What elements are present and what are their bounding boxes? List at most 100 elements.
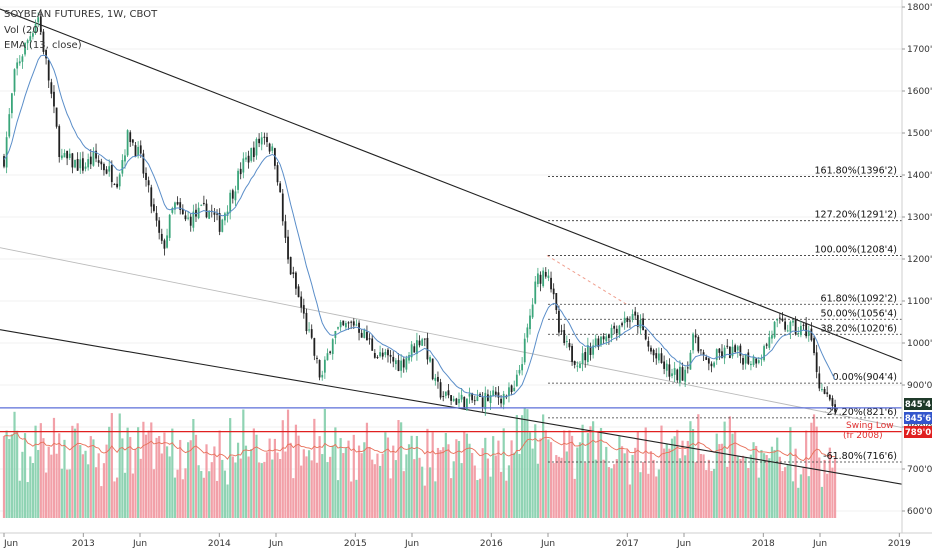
volume-bar: [494, 455, 497, 518]
volume-bar: [342, 453, 345, 518]
volume-bar: [576, 447, 579, 518]
volume-bar: [668, 448, 671, 518]
candle-body: [750, 363, 752, 366]
candle-body: [618, 325, 621, 335]
volume-bar: [368, 446, 371, 518]
candle-body: [765, 344, 768, 346]
candle-body: [602, 336, 605, 340]
volume-bar: [741, 455, 745, 518]
candle-body: [500, 398, 502, 404]
volume-bar: [765, 454, 768, 518]
candle-body: [789, 321, 792, 332]
candle-body: [431, 358, 434, 380]
candle-body: [218, 213, 221, 232]
volume-bar: [799, 474, 802, 518]
candle-body: [597, 338, 600, 348]
volume-bar: [2, 436, 6, 518]
volume-bar: [13, 411, 16, 518]
candle-body: [387, 349, 389, 356]
volume-bar: [158, 436, 161, 518]
candle-body: [813, 338, 815, 354]
volume-bar: [486, 458, 490, 518]
volume-bar: [431, 432, 434, 518]
volume-bar: [234, 462, 237, 518]
candle-body: [237, 170, 239, 190]
candle-body: [455, 398, 458, 405]
candle-body: [79, 159, 82, 169]
candle-body: [66, 150, 69, 159]
candle-body: [331, 339, 334, 355]
volume-bar: [307, 450, 311, 518]
x-tick-label: Jun: [540, 539, 555, 549]
volume-bar: [155, 437, 158, 518]
price-badge-label: 845'4: [905, 400, 931, 410]
candle-body: [481, 397, 484, 407]
candle-body: [245, 157, 247, 160]
candle-body: [295, 272, 297, 289]
candle-body: [166, 235, 168, 248]
volume-bar: [263, 461, 266, 518]
volume-bar: [578, 442, 582, 518]
candle-body: [697, 336, 700, 352]
volume-bar: [29, 456, 32, 518]
candle-body: [187, 217, 189, 219]
candle-body: [118, 174, 121, 187]
volume-bar: [802, 467, 805, 518]
candle-body: [171, 208, 174, 213]
candle-body: [34, 24, 37, 34]
candle-body: [492, 390, 495, 397]
volume-bar: [663, 448, 666, 518]
volume-bar: [378, 465, 382, 518]
volume-bar: [791, 481, 795, 518]
volume-bar: [597, 431, 600, 518]
candle-body: [224, 213, 226, 221]
candle-body: [202, 202, 205, 204]
candle-body: [97, 160, 100, 163]
price-badge: [904, 398, 932, 410]
volume-bar: [749, 454, 753, 518]
volume-bar: [731, 433, 734, 518]
candle-body: [531, 304, 534, 318]
volume-bar: [129, 437, 132, 518]
ema-13-line: [3, 54, 836, 398]
candle-body: [689, 352, 692, 370]
volume-bar: [194, 434, 198, 518]
volume-bar: [681, 440, 684, 518]
volume-bar: [258, 462, 261, 518]
volume-bar: [447, 444, 450, 518]
volume-bar: [521, 415, 524, 518]
volume-bar: [108, 426, 111, 518]
volume-bar: [55, 453, 58, 518]
volume-bar: [605, 446, 608, 518]
volume-bar: [586, 433, 589, 518]
candle-body: [71, 153, 74, 168]
candle-body: [116, 183, 118, 188]
candle-body: [807, 330, 810, 336]
candle-body: [373, 353, 376, 358]
volume-bar: [18, 480, 21, 518]
candle-body: [289, 256, 292, 275]
trendline: [0, 329, 903, 485]
volume-bar: [215, 480, 219, 518]
volume-bar: [229, 418, 232, 518]
volume-bar: [336, 480, 340, 518]
volume-bar: [707, 459, 710, 518]
candle-body: [715, 349, 718, 361]
volume-bar: [226, 484, 229, 518]
candle-body: [110, 164, 113, 183]
candle-body: [605, 336, 608, 342]
candle-body: [810, 328, 813, 341]
candle-body: [721, 351, 723, 358]
volume-bar: [691, 428, 695, 518]
volume-bar: [805, 430, 808, 518]
candle-body: [10, 93, 13, 114]
candle-body: [692, 333, 694, 351]
candle-body: [773, 321, 776, 338]
volume-bar: [513, 452, 516, 518]
volume-bar: [163, 432, 166, 518]
candle-body: [660, 353, 663, 363]
candle-body: [626, 317, 629, 322]
candle-body: [555, 293, 558, 311]
candle-body: [29, 36, 32, 41]
